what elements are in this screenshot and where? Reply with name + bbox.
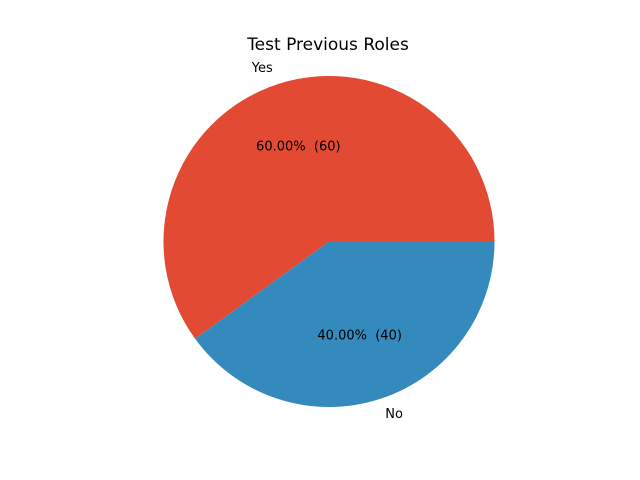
slice-label-no: No	[385, 407, 403, 422]
slice-pct-label-no: 40.00% (40)	[317, 328, 402, 343]
chart-title: Test Previous Roles	[246, 35, 409, 55]
pie-slice-yes	[163, 76, 495, 339]
pie-slices	[163, 76, 495, 408]
slice-pct-label-yes: 60.00% (60)	[256, 140, 341, 155]
pie-labels: Yes 60.00% (60) No 40.00% (40)	[251, 61, 403, 422]
slice-label-yes: Yes	[251, 61, 273, 76]
pie-slice-no	[195, 241, 495, 408]
